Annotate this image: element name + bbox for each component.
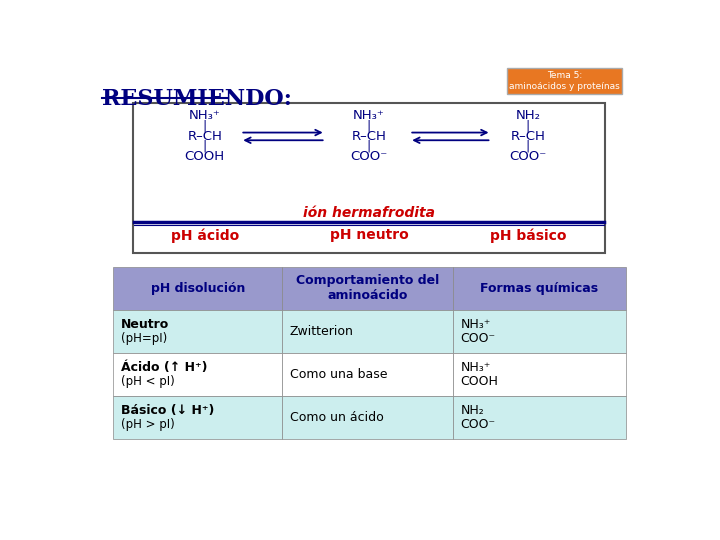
FancyBboxPatch shape bbox=[132, 103, 606, 253]
Text: Tema 5:
aminoácidos y proteínas: Tema 5: aminoácidos y proteínas bbox=[509, 71, 620, 91]
Text: NH₃⁺: NH₃⁺ bbox=[461, 361, 491, 374]
Text: RESUMIENDO:: RESUMIENDO: bbox=[102, 88, 292, 110]
Text: ión hermafrodita: ión hermafrodita bbox=[303, 206, 435, 220]
Text: pH básico: pH básico bbox=[490, 228, 566, 242]
Text: COO⁻: COO⁻ bbox=[351, 150, 387, 163]
Text: Neutro: Neutro bbox=[121, 318, 169, 331]
FancyBboxPatch shape bbox=[282, 353, 453, 396]
FancyBboxPatch shape bbox=[282, 396, 453, 439]
FancyBboxPatch shape bbox=[282, 267, 453, 309]
Text: |: | bbox=[367, 140, 371, 153]
FancyBboxPatch shape bbox=[507, 68, 621, 94]
Text: Comportamiento del
aminoácido: Comportamiento del aminoácido bbox=[296, 274, 439, 302]
Text: |: | bbox=[367, 120, 371, 133]
Text: R–CH: R–CH bbox=[351, 130, 387, 143]
Text: |: | bbox=[526, 120, 530, 133]
FancyBboxPatch shape bbox=[453, 309, 626, 353]
FancyBboxPatch shape bbox=[453, 353, 626, 396]
FancyBboxPatch shape bbox=[453, 267, 626, 309]
Text: (pH > pI): (pH > pI) bbox=[121, 418, 175, 431]
Text: |: | bbox=[202, 120, 207, 133]
Text: pH disolución: pH disolución bbox=[150, 281, 245, 295]
Text: pH ácido: pH ácido bbox=[171, 228, 239, 242]
Text: R–CH: R–CH bbox=[510, 130, 545, 143]
FancyBboxPatch shape bbox=[113, 353, 282, 396]
Text: COOH: COOH bbox=[461, 375, 498, 388]
Text: COO⁻: COO⁻ bbox=[461, 332, 495, 345]
Text: Formas químicas: Formas químicas bbox=[480, 281, 598, 295]
Text: |: | bbox=[526, 140, 530, 153]
Text: Ácido (↑ H⁺): Ácido (↑ H⁺) bbox=[121, 361, 207, 374]
FancyBboxPatch shape bbox=[113, 267, 282, 309]
Text: NH₃⁺: NH₃⁺ bbox=[189, 109, 220, 122]
FancyBboxPatch shape bbox=[282, 309, 453, 353]
FancyBboxPatch shape bbox=[113, 396, 282, 439]
Text: (pH=pI): (pH=pI) bbox=[121, 332, 167, 345]
Text: NH₃⁺: NH₃⁺ bbox=[461, 318, 491, 331]
Text: pH neutro: pH neutro bbox=[330, 228, 408, 242]
Text: COO⁻: COO⁻ bbox=[461, 418, 495, 431]
Text: Básico (↓ H⁺): Básico (↓ H⁺) bbox=[121, 404, 215, 417]
Text: Como una base: Como una base bbox=[290, 368, 387, 381]
FancyBboxPatch shape bbox=[453, 396, 626, 439]
FancyBboxPatch shape bbox=[113, 309, 282, 353]
Text: R–CH: R–CH bbox=[187, 130, 222, 143]
Text: |: | bbox=[202, 140, 207, 153]
Text: NH₃⁺: NH₃⁺ bbox=[353, 109, 385, 122]
Text: NH₂: NH₂ bbox=[516, 109, 541, 122]
Text: Como un ácido: Como un ácido bbox=[290, 411, 384, 424]
Text: COO⁻: COO⁻ bbox=[509, 150, 546, 163]
Text: (pH < pI): (pH < pI) bbox=[121, 375, 175, 388]
Text: NH₂: NH₂ bbox=[461, 404, 484, 417]
Text: Zwitterion: Zwitterion bbox=[290, 325, 354, 338]
Text: COOH: COOH bbox=[184, 150, 225, 163]
